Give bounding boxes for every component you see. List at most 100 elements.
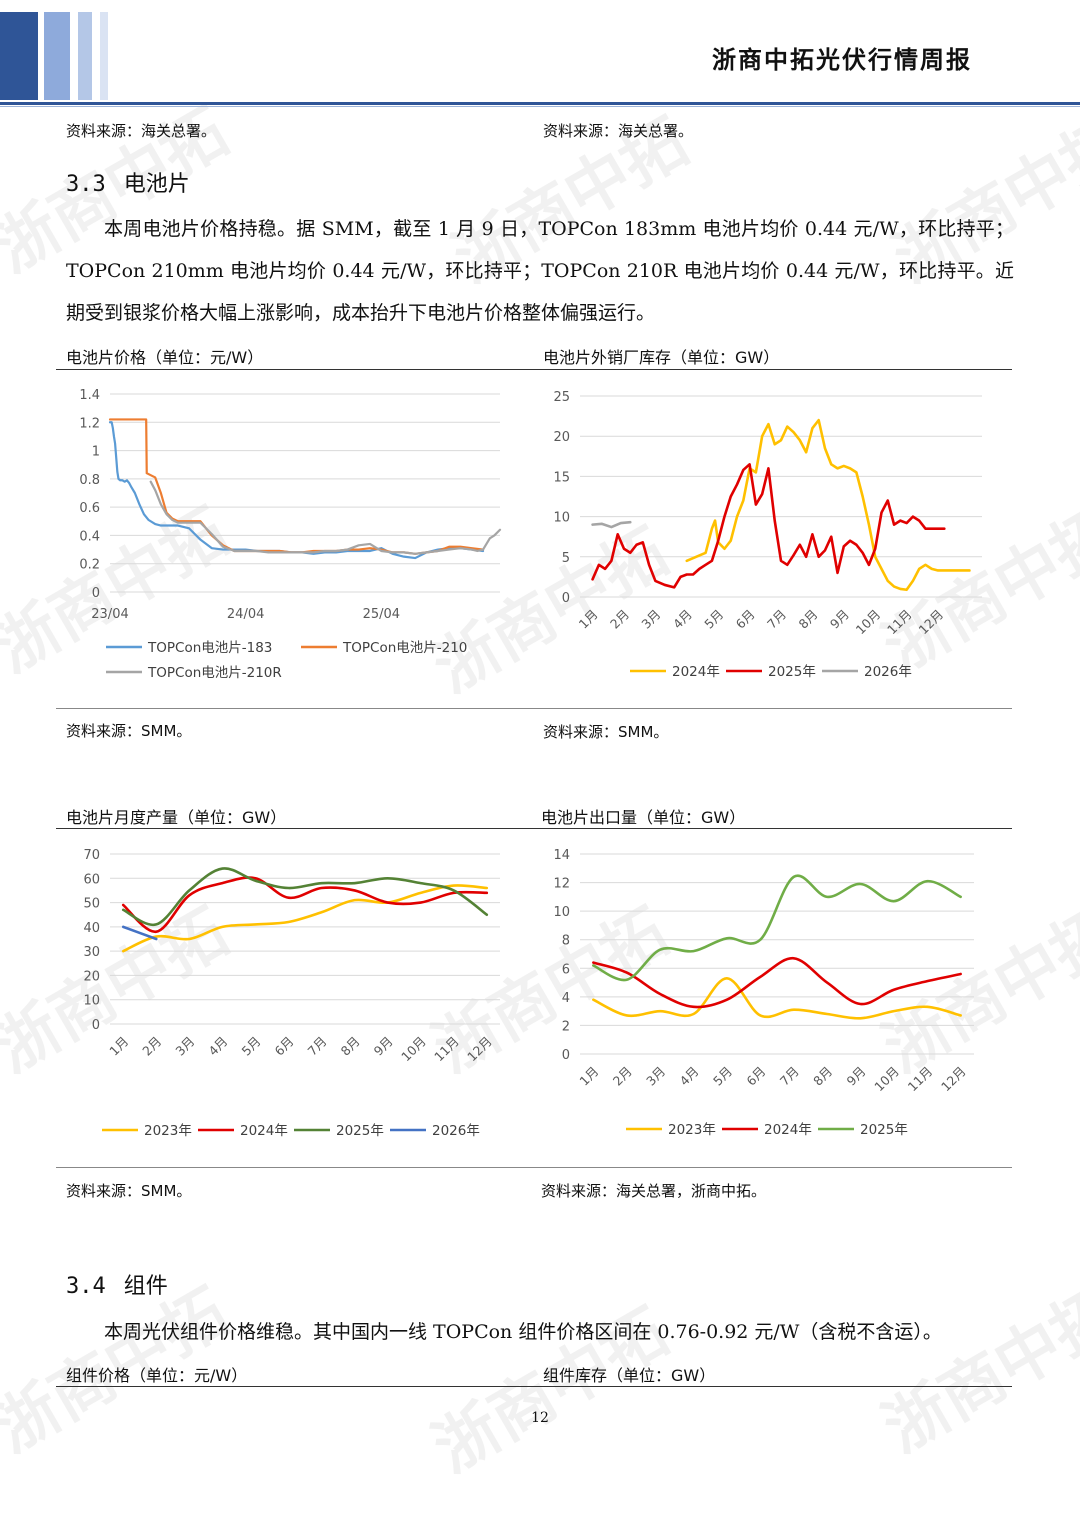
x-tick-label: 6月: [743, 1064, 768, 1089]
legend-label: 2024年: [240, 1123, 288, 1139]
series-group: [121, 867, 489, 953]
y-tick-label: 50: [83, 897, 100, 912]
x-tick-label: 9月: [371, 1034, 396, 1059]
source-note: 资料来源：海关总署。: [543, 122, 694, 140]
chart-top-rule: [56, 369, 1012, 370]
y-tick-label: 20: [553, 430, 570, 445]
x-axis: 1月 2月 3月 4月 5月 6月 7月 8月 9月 10月 11月 12月: [106, 1034, 495, 1065]
x-tick-label: 3月: [172, 1034, 197, 1059]
y-tick-label: 1.2: [79, 416, 100, 431]
x-tick-label: 10月: [398, 1034, 429, 1065]
y-tick-label: 20: [83, 969, 100, 984]
x-tick-label: 4月: [677, 1064, 702, 1089]
x-tick-label: 5月: [238, 1034, 263, 1059]
series-line: [685, 418, 971, 592]
chart-source: 资料来源：SMM。: [66, 1182, 192, 1200]
chart-source: 资料来源：SMM。: [66, 722, 192, 740]
x-tick-label: 11月: [905, 1064, 936, 1095]
legend-label: TOPCon电池片-183: [147, 640, 272, 656]
x-tick-label: 11月: [884, 607, 915, 638]
x-tick-label: 5月: [710, 1064, 735, 1089]
y-tick-label: 70: [83, 848, 100, 863]
series-line: [592, 976, 962, 1020]
section-number: 3.3: [66, 172, 106, 197]
section-number: 3.4: [66, 1274, 106, 1299]
x-tick-label: 8月: [795, 607, 820, 632]
y-tick-label: 10: [553, 905, 570, 920]
series-line: [121, 925, 158, 941]
legend-label: 2026年: [432, 1123, 480, 1139]
series-line: [592, 874, 962, 982]
x-tick-label: 8月: [338, 1034, 363, 1059]
x-tick-label: 7月: [305, 1034, 330, 1059]
page-number: 12: [531, 1410, 549, 1426]
x-tick-label: 12月: [464, 1034, 495, 1065]
series-line: [591, 520, 632, 529]
x-axis: 1月 2月 3月 4月 5月 6月 7月 8月 9月 10月 11月 12月: [576, 1064, 968, 1095]
x-tick-label: 10月: [871, 1064, 902, 1095]
legend-label: 2023年: [668, 1122, 716, 1138]
chart-export: 0 2 4 6 8 10 12 14 1月 2月 3月 4月 5月 6月 7月 8月 9月 10月 11月 12月 20…: [553, 848, 974, 1138]
y-tick-label: 25: [553, 390, 570, 405]
chart-inventory: 0 5 10 15 20 25 1月 2月 3月 4月 5月 6月 7月 8月 9月 10月 11月 12月 202…: [553, 390, 982, 680]
y-tick-label: 12: [553, 877, 570, 892]
x-tick-label: 3月: [638, 607, 663, 632]
x-tick-label: 12月: [915, 607, 946, 638]
chart-bottom-rule: [56, 708, 1012, 709]
y-axis: 0 5 10 15 20 25: [553, 390, 570, 606]
y-tick-label: 40: [83, 921, 100, 936]
header-logo-bar: [44, 12, 70, 100]
header-logo-bar: [78, 12, 92, 100]
series-line: [108, 418, 485, 555]
y-tick-label: 15: [553, 470, 570, 485]
x-tick-label: 1月: [576, 1064, 601, 1089]
x-tick-label: 4月: [205, 1034, 230, 1059]
header-logo-bar: [100, 12, 108, 100]
y-tick-label: 1: [92, 445, 100, 460]
y-axis: 0 0.2 0.4 0.6 0.8 1 1.2 1.4: [79, 388, 100, 601]
y-tick-label: 2: [562, 1019, 570, 1034]
chart-bottom-rule: [56, 1167, 1012, 1168]
body-paragraph: 本周电池片价格持稳。据 SMM，截至 1 月 9 日，TOPCon 183mm …: [66, 218, 1014, 324]
section-title: 电池片: [123, 172, 190, 197]
chart-title: 电池片月度产量（单位：GW）: [66, 808, 287, 827]
chart-monthly-output: 0 10 20 30 40 50 60 70 1月 2月 3月 4月 5月 6月 7月 8月 9月 10月 11月 1…: [83, 848, 500, 1139]
gridlines: [110, 393, 500, 593]
chart-title: 电池片外销厂库存（单位：GW）: [543, 348, 780, 367]
x-tick-label: 5月: [701, 607, 726, 632]
legend-label: 2024年: [672, 664, 720, 680]
chart-source: 资料来源：海关总署，浙商中拓。: [541, 1182, 767, 1200]
header-title: 浙商中拓光伏行情周报: [712, 45, 972, 74]
series-group: [591, 418, 971, 592]
x-tick-label: 25/04: [363, 607, 400, 622]
y-tick-label: 8: [562, 934, 570, 949]
chart-top-rule: [56, 1386, 1012, 1387]
watermark: 浙商中拓: [871, 1275, 1080, 1468]
y-axis: 0 10 20 30 40 50 60 70: [83, 848, 100, 1033]
x-tick-label: 3月: [643, 1064, 668, 1089]
legend-label: 2025年: [860, 1122, 908, 1138]
y-tick-label: 30: [83, 945, 100, 960]
body-paragraph: 本周光伏组件价格维稳。其中国内一线 TOPCon 组件价格区间在 0.76-0.…: [104, 1321, 942, 1343]
chart-cell-price: 0 0.2 0.4 0.6 0.8 1 1.2 1.4 23/04 24/04 25/04 TOPCo…: [79, 388, 502, 681]
y-tick-label: 1.4: [79, 388, 100, 403]
x-tick-label: 8月: [810, 1064, 835, 1089]
x-axis: 1月 2月 3月 4月 5月 6月 7月 8月 9月 10月 11月 12月: [576, 607, 947, 638]
y-tick-label: 0: [562, 1048, 570, 1063]
y-tick-label: 0: [562, 591, 570, 606]
legend-label: TOPCon电池片-210: [342, 640, 467, 656]
series-line: [149, 480, 502, 555]
section-title: 组件: [123, 1274, 168, 1299]
x-tick-label: 24/04: [227, 607, 264, 622]
x-tick-label: 2月: [610, 1064, 635, 1089]
section-heading: 3.4 组件: [66, 1268, 168, 1300]
series-line: [592, 956, 962, 1009]
series-line: [108, 421, 485, 560]
x-tick-label: 1月: [576, 607, 601, 632]
header-rule: [0, 102, 1080, 105]
x-tick-label: 12月: [938, 1064, 969, 1095]
chart-top-rule: [56, 828, 1012, 829]
legend-label: TOPCon电池片-210R: [147, 665, 282, 681]
chart-title: 组件价格（单位：元/W）: [66, 1366, 248, 1385]
legend-label: 2025年: [768, 664, 816, 680]
